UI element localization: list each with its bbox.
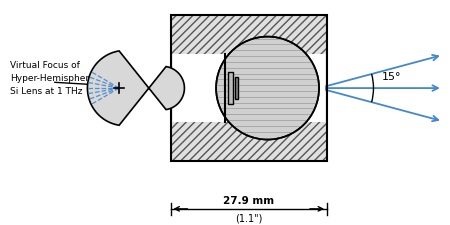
Text: (1.1"): (1.1"): [235, 213, 262, 223]
Bar: [235, 78, 238, 99]
Polygon shape: [87, 52, 184, 126]
Bar: [228, 73, 233, 104]
Text: Hyper-Hemispherical: Hyper-Hemispherical: [10, 74, 105, 83]
Text: 15°: 15°: [382, 72, 401, 82]
Text: Virtual Focus of: Virtual Focus of: [10, 61, 80, 70]
Text: 27.9 mm: 27.9 mm: [223, 195, 274, 205]
Text: Si Lens at 1 THz: Si Lens at 1 THz: [10, 87, 83, 96]
Bar: [171, 16, 327, 162]
Bar: [171, 16, 327, 162]
Circle shape: [216, 37, 319, 140]
Bar: [171, 122, 327, 162]
Bar: [171, 16, 327, 55]
Bar: [172, 55, 325, 122]
